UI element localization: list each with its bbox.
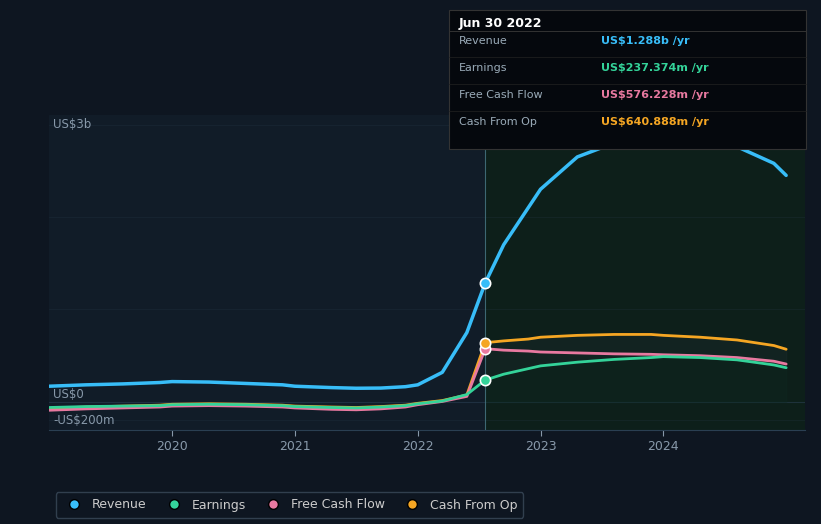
- Text: -US$200m: -US$200m: [53, 414, 114, 427]
- Point: [479, 376, 492, 384]
- Text: Cash From Op: Cash From Op: [459, 117, 537, 127]
- Text: Past: Past: [449, 93, 475, 106]
- Text: Analysts Forecasts: Analysts Forecasts: [495, 93, 612, 106]
- Text: US$3b: US$3b: [53, 118, 91, 131]
- Text: US$0: US$0: [53, 388, 84, 401]
- Bar: [485, 115, 805, 430]
- Text: US$640.888m /yr: US$640.888m /yr: [601, 117, 709, 127]
- Legend: Revenue, Earnings, Free Cash Flow, Cash From Op: Revenue, Earnings, Free Cash Flow, Cash …: [56, 492, 523, 518]
- Point: [479, 339, 492, 347]
- Text: US$576.228m /yr: US$576.228m /yr: [601, 90, 709, 100]
- Text: US$1.288b /yr: US$1.288b /yr: [601, 36, 690, 46]
- Text: Jun 30 2022: Jun 30 2022: [459, 17, 543, 30]
- Text: Revenue: Revenue: [459, 36, 507, 46]
- Point: [479, 344, 492, 353]
- Text: US$237.374m /yr: US$237.374m /yr: [601, 63, 709, 73]
- Point: [479, 279, 492, 287]
- Bar: [49, 115, 485, 430]
- Text: Earnings: Earnings: [459, 63, 507, 73]
- Text: Free Cash Flow: Free Cash Flow: [459, 90, 543, 100]
